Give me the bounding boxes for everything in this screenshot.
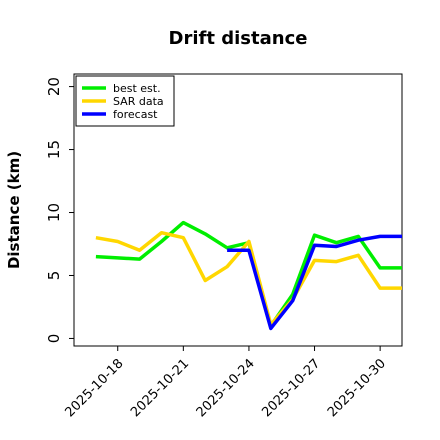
y-tick-label: 5	[45, 271, 63, 281]
legend-label: best est.	[113, 82, 161, 95]
series-line-0	[95, 220, 402, 328]
y-tick-label: 0	[45, 334, 63, 344]
y-tick-label: 10	[45, 203, 63, 222]
x-tick-label: 2025-10-24	[194, 356, 258, 420]
legend-label: forecast	[113, 108, 158, 121]
x-tick-label: 2025-10-21	[128, 356, 192, 420]
y-tick-label: 15	[45, 140, 63, 159]
plot-area	[73, 73, 403, 347]
series-lines	[95, 220, 402, 331]
series-line-1	[95, 230, 402, 327]
y-axis-label: Distance (km)	[5, 151, 23, 269]
y-axis: 0 5 10 15 20	[45, 77, 74, 343]
x-axis: 2025-10-18 2025-10-21 2025-10-24 2025-10-27…	[63, 346, 389, 420]
x-tick-label: 2025-10-18	[63, 356, 127, 420]
chart-title: Drift distance	[169, 28, 308, 49]
legend-label: SAR data	[113, 95, 164, 108]
x-tick-label: 2025-10-27	[259, 356, 323, 420]
y-tick-label: 20	[45, 77, 63, 96]
x-tick-label: 2025-10-30	[325, 356, 389, 420]
series-line-2	[227, 234, 402, 331]
